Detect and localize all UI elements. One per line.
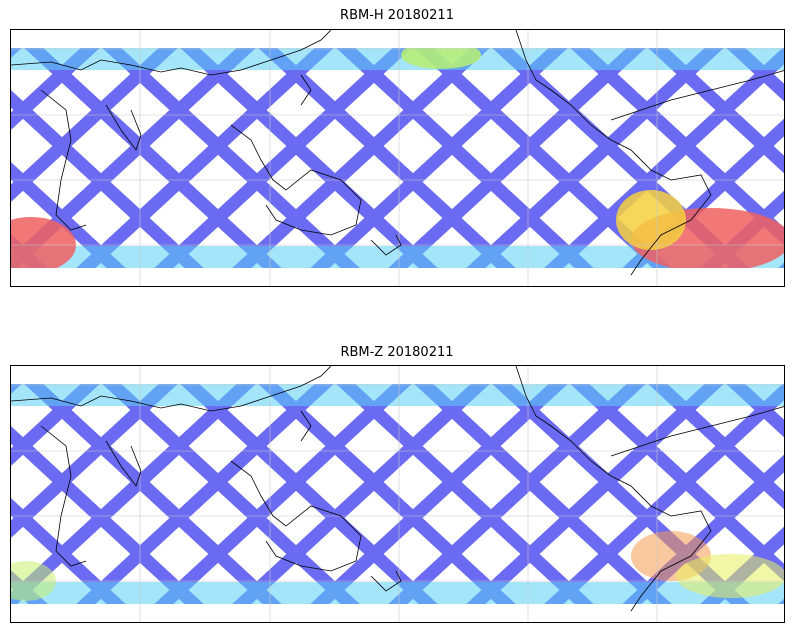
coastline bbox=[11, 30, 332, 76]
panel-top: RBM-H 20180211 bbox=[0, 0, 794, 300]
swath-track bbox=[11, 426, 204, 604]
anomaly-hotspot bbox=[616, 190, 686, 250]
high-lat-band-north bbox=[11, 48, 784, 70]
panel-title: RBM-H 20180211 bbox=[340, 8, 454, 23]
coastline bbox=[300, 74, 312, 106]
map-frame bbox=[10, 29, 785, 287]
swath-track bbox=[232, 48, 490, 268]
swath-band bbox=[11, 384, 784, 604]
swath-track bbox=[388, 48, 646, 268]
coastline bbox=[610, 70, 784, 121]
panel-bottom: RBM-Z 20180211 bbox=[0, 336, 794, 633]
swath-track bbox=[466, 48, 724, 268]
swath-track bbox=[11, 384, 178, 538]
swath-band bbox=[11, 48, 784, 268]
swath-track bbox=[11, 162, 126, 268]
coastline bbox=[230, 460, 362, 572]
swath-track bbox=[544, 48, 784, 268]
swath-track bbox=[154, 48, 412, 268]
coastline bbox=[230, 124, 362, 236]
panel-title: RBM-Z 20180211 bbox=[340, 345, 454, 360]
swath-track bbox=[11, 90, 204, 268]
high-lat-band-south bbox=[11, 246, 784, 268]
coastline bbox=[370, 570, 402, 592]
swath-track bbox=[154, 384, 412, 604]
swath-track bbox=[11, 384, 100, 466]
swath-track bbox=[310, 48, 568, 268]
swath-track bbox=[11, 48, 178, 202]
coastline bbox=[105, 440, 142, 487]
swath-map bbox=[11, 30, 784, 286]
swath-track bbox=[76, 48, 334, 268]
coastline bbox=[515, 30, 712, 276]
map-frame bbox=[10, 365, 785, 623]
anomaly-hotspot bbox=[401, 48, 481, 69]
coastline bbox=[40, 425, 87, 567]
high-lat-band-south bbox=[11, 582, 784, 604]
coastline bbox=[105, 104, 142, 151]
coastline bbox=[11, 366, 332, 412]
coastline bbox=[610, 406, 784, 457]
swath-track bbox=[11, 48, 100, 130]
coastline bbox=[300, 410, 312, 442]
anomaly-hotspot bbox=[676, 554, 784, 598]
swath-map bbox=[11, 366, 784, 622]
anomaly-hotspot bbox=[11, 217, 76, 268]
swath-track bbox=[232, 384, 490, 604]
coastline bbox=[370, 234, 402, 256]
swath-track bbox=[388, 384, 646, 604]
swath-track bbox=[11, 498, 126, 604]
swath-track bbox=[310, 384, 568, 604]
coastline bbox=[40, 89, 87, 231]
swath-track bbox=[544, 384, 784, 604]
high-lat-band-north bbox=[11, 384, 784, 406]
coastline bbox=[515, 366, 712, 612]
swath-track bbox=[76, 384, 334, 604]
swath-track bbox=[466, 384, 724, 604]
